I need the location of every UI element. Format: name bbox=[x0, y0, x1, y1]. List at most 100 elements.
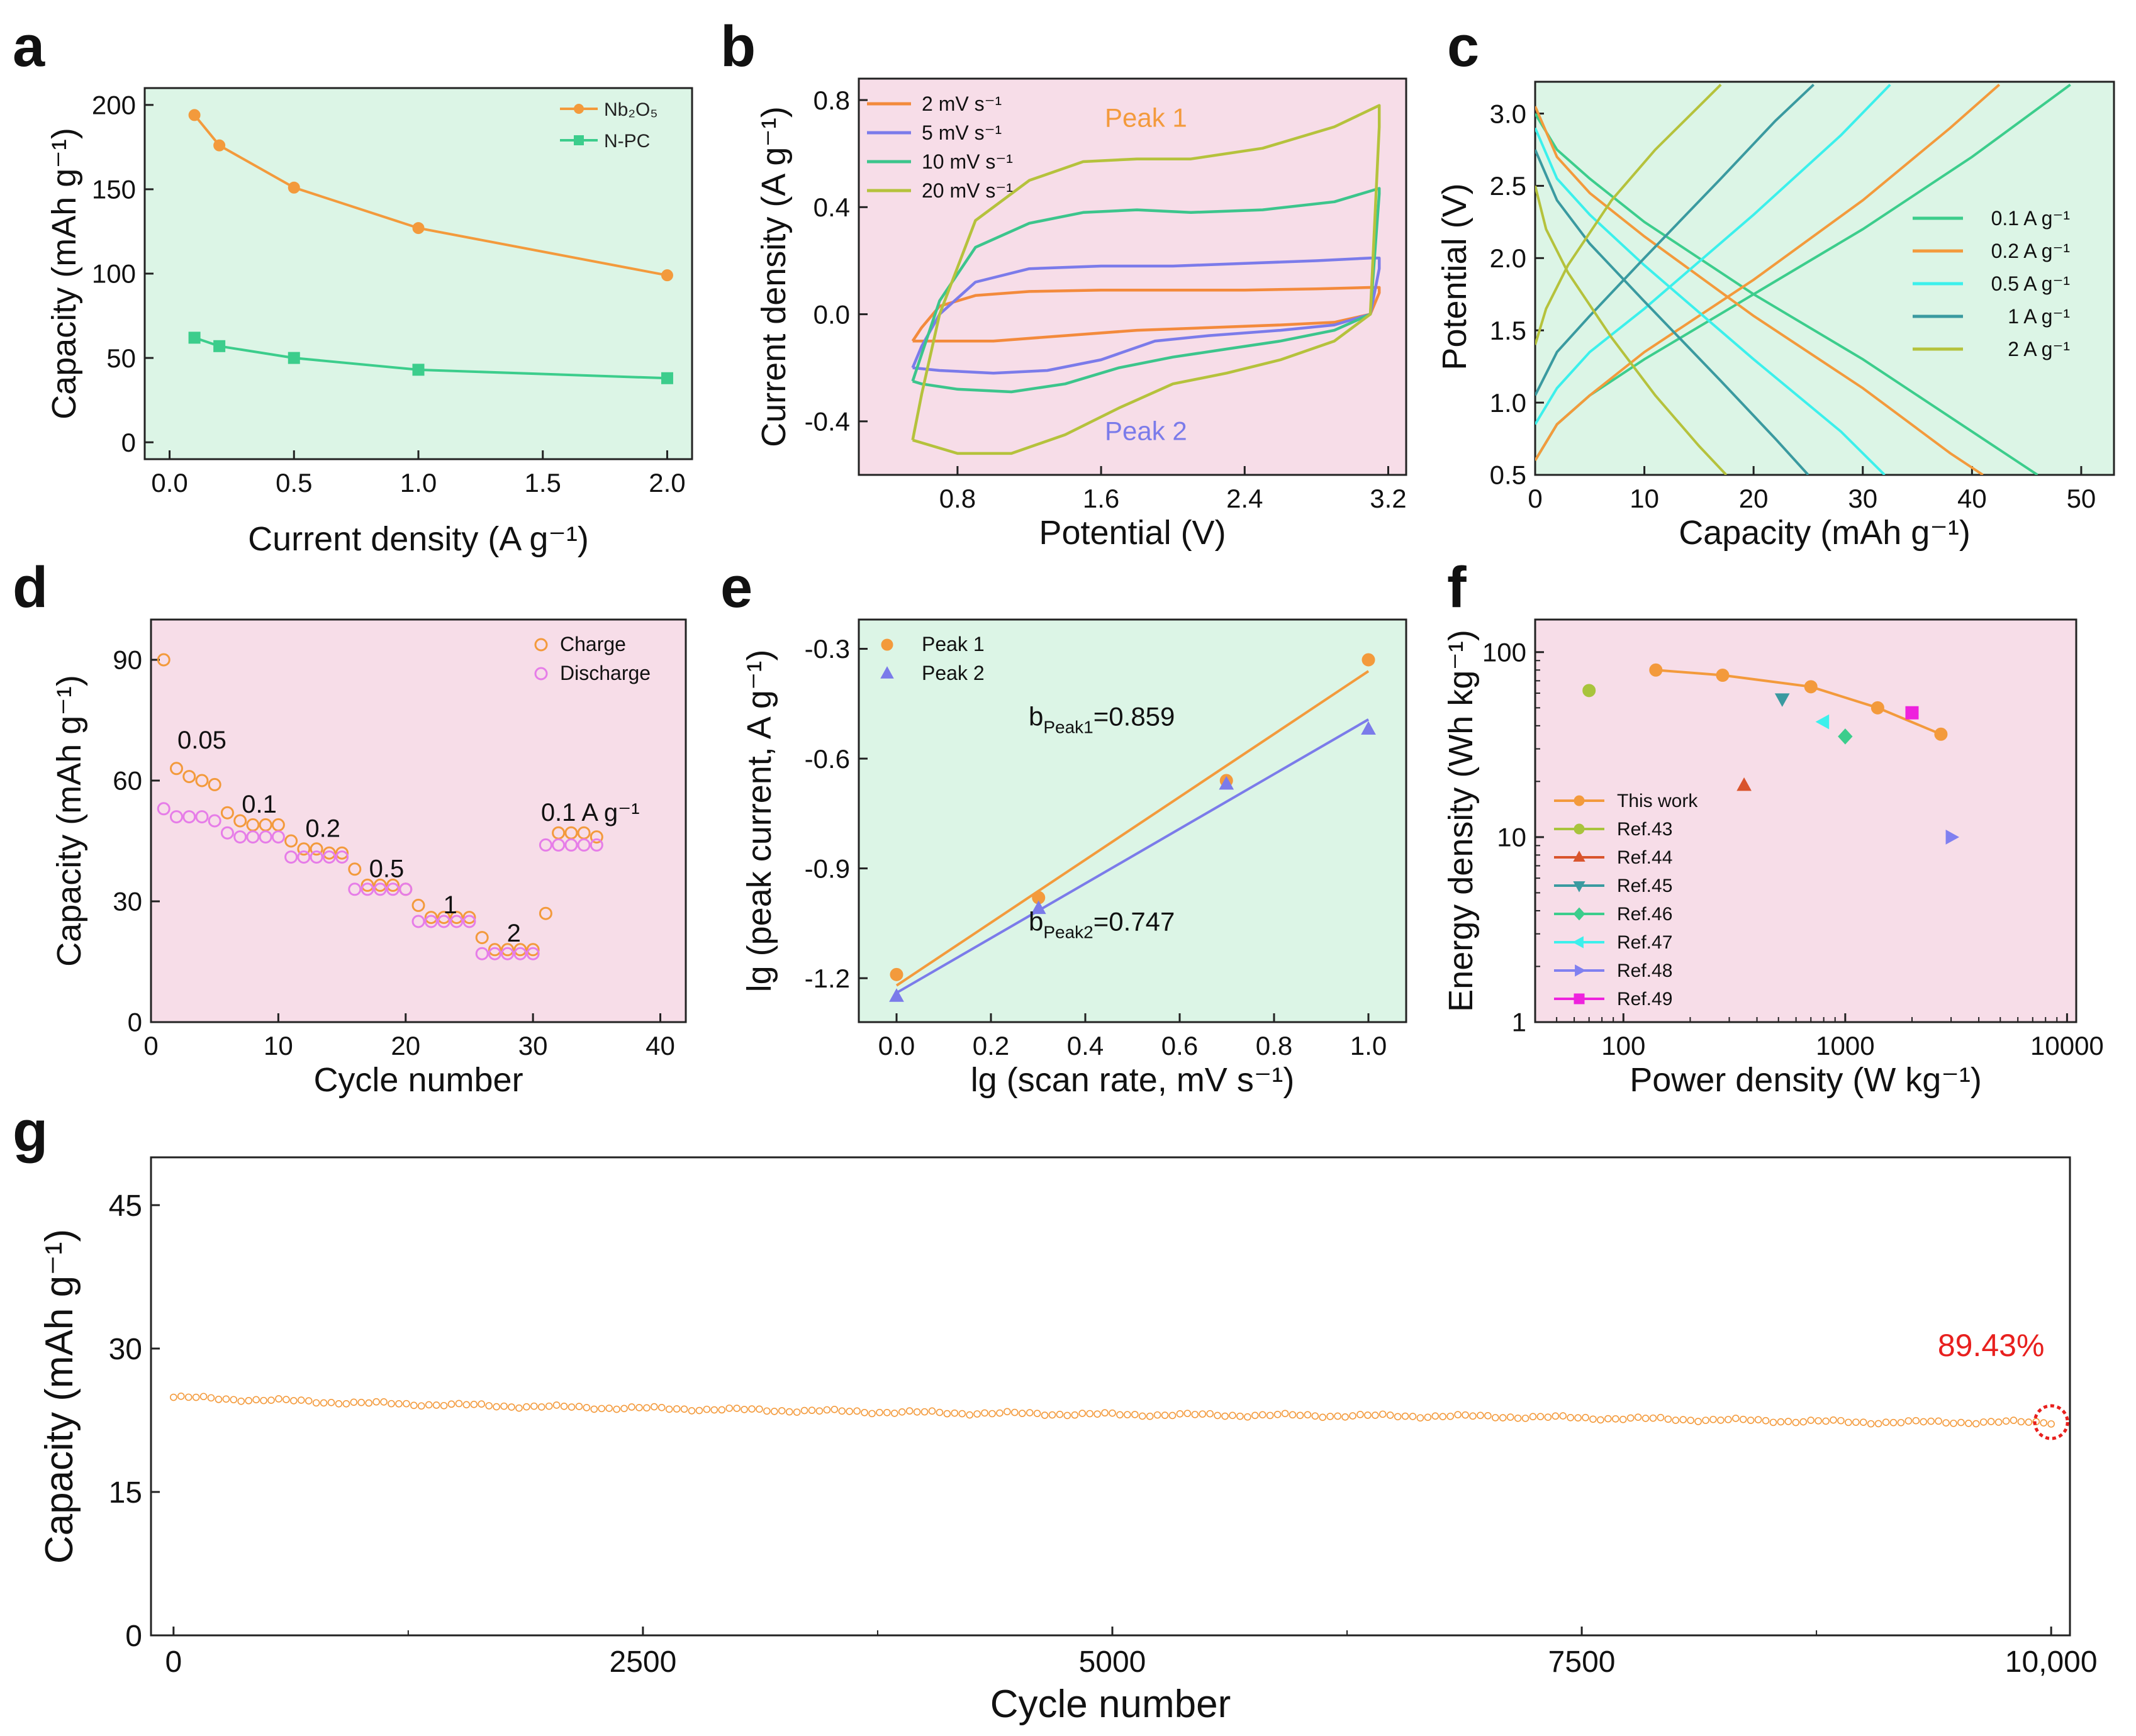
xtick-label: 100 bbox=[1601, 1031, 1645, 1060]
cycle-point bbox=[1214, 1411, 1221, 1420]
cycle-point bbox=[515, 1404, 523, 1412]
panel-c-ticks: 0 10 20 30 40 50 0.5 1.0 1.5 2.0 2.5 3.0 bbox=[1490, 99, 2096, 513]
cycle-point bbox=[905, 1407, 914, 1415]
data-point bbox=[188, 109, 201, 121]
cycle-point bbox=[342, 1399, 350, 1408]
data-point bbox=[310, 842, 323, 856]
cycle-point bbox=[853, 1407, 861, 1415]
cycle-point bbox=[1979, 1418, 1988, 1426]
charge-curve-2 bbox=[1535, 84, 1891, 425]
cycle-point bbox=[988, 1410, 996, 1418]
data-point bbox=[1838, 728, 1853, 745]
data-point bbox=[335, 846, 349, 860]
cycle-point bbox=[1822, 1417, 1830, 1425]
cycle-point bbox=[2025, 1418, 2033, 1426]
cycle-point bbox=[2010, 1416, 2018, 1424]
data-point bbox=[1905, 706, 1919, 720]
ytick-label: -1.2 bbox=[805, 964, 850, 993]
charge-curve-1 bbox=[1535, 84, 2001, 462]
data-point bbox=[661, 269, 673, 282]
cycle-point bbox=[2017, 1418, 2025, 1426]
cycle-point bbox=[1236, 1412, 1244, 1420]
retention-highlight-circle bbox=[2033, 1404, 2069, 1440]
panel-e-label: e bbox=[720, 555, 752, 620]
cycle-point bbox=[1063, 1411, 1071, 1420]
cycle-point bbox=[1258, 1411, 1267, 1419]
cycle-point bbox=[365, 1399, 372, 1407]
data-point bbox=[348, 882, 362, 896]
data-point bbox=[169, 762, 183, 776]
data-point bbox=[437, 915, 450, 928]
cycle-point bbox=[1386, 1411, 1394, 1419]
panel-b-annotations: Peak 1 Peak 2 bbox=[1105, 103, 1187, 446]
cycle-point bbox=[1101, 1409, 1109, 1417]
cycle-point bbox=[410, 1401, 418, 1410]
cycle-point bbox=[500, 1402, 508, 1410]
cycle-point bbox=[1334, 1412, 1341, 1420]
cycle-point bbox=[1920, 1418, 1928, 1426]
cycle-point bbox=[1033, 1410, 1041, 1418]
fit-line-1 bbox=[895, 718, 1370, 994]
cycle-point bbox=[275, 1395, 282, 1403]
data-point bbox=[539, 906, 552, 920]
legend-label-npc: N-PC bbox=[604, 131, 650, 152]
ytick-label: 0 bbox=[121, 428, 136, 457]
xtick-label: 10,000 bbox=[2005, 1645, 2098, 1679]
cycle-point bbox=[1124, 1411, 1131, 1418]
cycle-point bbox=[1536, 1413, 1545, 1420]
cycle-point bbox=[1626, 1414, 1635, 1422]
cycle-point bbox=[800, 1406, 808, 1415]
cycle-point bbox=[1056, 1410, 1064, 1418]
cycle-point bbox=[1957, 1418, 1965, 1427]
cycle-point bbox=[350, 1398, 358, 1406]
legend-label: This work bbox=[1617, 791, 1698, 811]
cycle-point bbox=[598, 1405, 606, 1413]
cycle-point bbox=[1657, 1413, 1665, 1422]
cycle-point bbox=[590, 1405, 598, 1413]
legend-label: Ref.46 bbox=[1617, 904, 1672, 925]
cycle-point bbox=[1747, 1416, 1755, 1424]
slope-annotation-sub: Peak2 bbox=[1043, 923, 1093, 942]
data-point bbox=[399, 882, 413, 896]
data-point bbox=[169, 810, 183, 824]
cycle-point bbox=[1649, 1414, 1657, 1422]
cycle-point bbox=[725, 1405, 733, 1412]
cycle-point bbox=[260, 1396, 267, 1405]
legend-marker bbox=[1574, 823, 1585, 835]
cycle-point bbox=[485, 1402, 493, 1410]
data-point bbox=[1870, 701, 1884, 715]
cycle-point bbox=[417, 1402, 425, 1410]
xtick-label: 2.0 bbox=[649, 468, 685, 498]
cycle-point bbox=[703, 1405, 711, 1413]
panel-b-plot-area bbox=[858, 77, 1407, 476]
cycle-point bbox=[1394, 1413, 1402, 1421]
data-point bbox=[1219, 776, 1234, 790]
cycle-point bbox=[808, 1406, 816, 1415]
cycle-point bbox=[958, 1410, 966, 1418]
panel-c-xlabel: Capacity (mAh g⁻¹) bbox=[1679, 514, 1971, 552]
cycle-point bbox=[1469, 1412, 1477, 1420]
data-point bbox=[462, 915, 476, 928]
xtick-label: 50 bbox=[2067, 484, 2096, 513]
data-point bbox=[661, 372, 673, 384]
panel-c-ylabel: Potential (V) bbox=[1436, 183, 1473, 370]
cycle-point bbox=[1462, 1411, 1469, 1419]
cycle-point bbox=[1041, 1411, 1049, 1419]
cycle-point bbox=[1567, 1413, 1574, 1422]
xtick-label: 20 bbox=[391, 1031, 420, 1060]
cycle-point bbox=[793, 1408, 801, 1416]
cycle-point bbox=[1018, 1410, 1026, 1417]
data-point bbox=[539, 838, 552, 852]
cycle-point bbox=[199, 1393, 208, 1401]
legend-marker-npc bbox=[574, 135, 584, 145]
data-point bbox=[1815, 714, 1830, 730]
cycle-point bbox=[868, 1410, 876, 1418]
data-point bbox=[288, 181, 300, 194]
cycle-point bbox=[1867, 1420, 1875, 1428]
cycle-point bbox=[1950, 1420, 1957, 1427]
cycle-point bbox=[756, 1405, 763, 1413]
data-point bbox=[386, 878, 400, 892]
data-point bbox=[890, 967, 903, 981]
data-point bbox=[1361, 721, 1376, 735]
ytick-label: 45 bbox=[109, 1189, 142, 1223]
